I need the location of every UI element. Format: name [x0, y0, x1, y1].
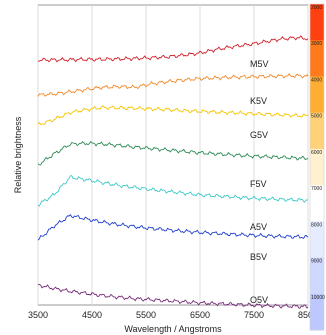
scale-band: [310, 293, 324, 331]
series-line: [37, 175, 309, 207]
y-axis-label: Relative brightness: [13, 116, 23, 193]
scale-band: [310, 76, 324, 114]
scale-band: [310, 40, 324, 77]
scale-band: [310, 185, 324, 222]
series-line: [38, 283, 309, 309]
series-line: [37, 73, 309, 97]
scale-band: [310, 4, 324, 41]
x-tick-label: 7500: [244, 310, 264, 320]
series-line: [37, 140, 309, 166]
series-label: G5V: [250, 130, 268, 140]
x-tick-label: 6500: [190, 310, 210, 320]
scale-band: [310, 221, 324, 259]
series-label: A5V: [250, 222, 267, 232]
series-label: F5V: [250, 179, 267, 189]
x-tick-label: 4500: [82, 310, 102, 320]
series-labels: M5V K5V G5V F5V A5V B5V O5V: [250, 59, 269, 305]
scale-band: [310, 112, 324, 150]
series-line: [37, 105, 309, 126]
temperature-scale: 2000 3000 4000 5000 6000 7000 8000 9000 10000: [309, 3, 325, 331]
x-tick-label: 3500: [28, 310, 48, 320]
series-label: B5V: [250, 252, 267, 262]
x-tick-label: 5500: [136, 310, 156, 320]
series-label: M5V: [250, 59, 269, 69]
x-axis-label: Wavelength / Angstroms: [124, 324, 222, 334]
scale-label: 10000: [311, 295, 325, 301]
x-tick-labels: 3500 4500 5500 6500 7500 8500: [28, 310, 318, 320]
series-line: [37, 213, 309, 241]
scale-band: [310, 148, 324, 186]
series-label: K5V: [250, 96, 267, 106]
scale-label: 7000: [311, 186, 322, 192]
x-tick-label: 8500: [298, 310, 318, 320]
scale-label: 9000: [311, 259, 322, 265]
series-label: O5V: [250, 295, 268, 305]
scale-label: 5000: [311, 114, 322, 120]
scale-label: 8000: [311, 222, 322, 228]
scale-label: 2000: [311, 5, 322, 11]
series-group: [37, 35, 309, 309]
scale-frame: [309, 3, 325, 331]
scale-label: 3000: [311, 41, 322, 47]
scale-label: 4000: [311, 77, 322, 83]
plot-area: [37, 4, 309, 306]
grid: [37, 5, 309, 305]
series-line: [37, 35, 309, 63]
scale-label: 6000: [311, 150, 322, 156]
scale-band: [310, 257, 324, 295]
